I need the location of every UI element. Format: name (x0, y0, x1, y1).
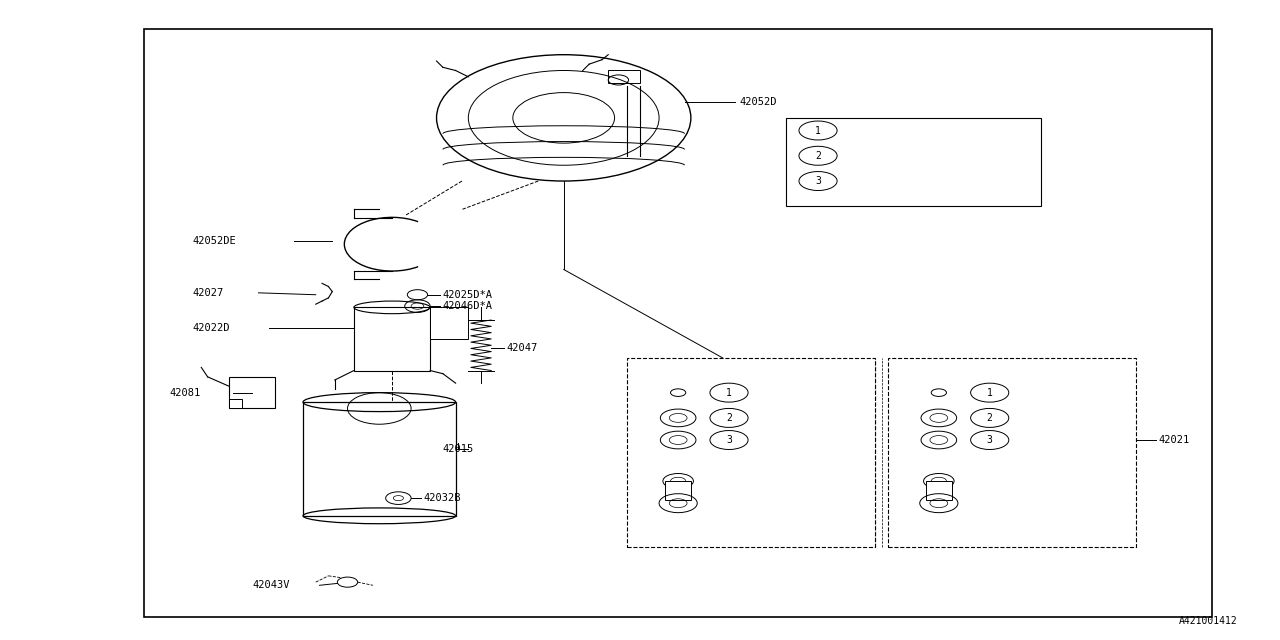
Text: 42021: 42021 (1158, 435, 1190, 445)
Bar (888, 358, 1135, 547)
Text: 42022D: 42022D (192, 323, 230, 333)
Text: 2: 2 (987, 413, 993, 423)
Text: 42043V: 42043V (252, 580, 289, 590)
Text: 42046D*A: 42046D*A (443, 301, 493, 311)
Text: 42025D*C: 42025D*C (850, 151, 900, 161)
Text: 42052D: 42052D (739, 97, 777, 107)
Bar (786, 118, 1041, 206)
Text: 3: 3 (726, 435, 732, 445)
Text: 1: 1 (726, 388, 732, 397)
Bar (627, 358, 876, 547)
Bar (353, 307, 430, 371)
Text: 2: 2 (726, 413, 732, 423)
Text: 42024: 42024 (710, 497, 741, 507)
Text: 42046D*B: 42046D*B (850, 176, 900, 186)
Text: 1: 1 (815, 125, 820, 136)
Bar (608, 70, 640, 83)
Text: 42081: 42081 (169, 388, 201, 397)
Bar (229, 399, 242, 408)
Text: 2: 2 (815, 151, 820, 161)
Text: ( -'14MY): ( -'14MY) (646, 527, 699, 536)
Bar (666, 481, 691, 500)
Text: 42025D*A: 42025D*A (443, 290, 493, 300)
Text: A421001412: A421001412 (1179, 616, 1238, 627)
Text: 42047: 42047 (507, 344, 538, 353)
Bar (145, 29, 1212, 617)
Bar (303, 402, 456, 516)
Bar (229, 377, 275, 408)
Text: 42052DE: 42052DE (192, 236, 236, 246)
Text: 42015: 42015 (443, 445, 474, 454)
Bar (927, 481, 951, 500)
Text: 42025D*B: 42025D*B (850, 125, 900, 136)
Text: ('15MY-   ): ('15MY- ) (895, 527, 959, 536)
Text: 3: 3 (815, 176, 820, 186)
Text: 42032B: 42032B (424, 493, 461, 503)
Bar (430, 307, 468, 339)
Text: 42027: 42027 (192, 288, 224, 298)
Text: 3: 3 (987, 435, 993, 445)
Text: 1: 1 (987, 388, 993, 397)
Text: 42024: 42024 (964, 497, 996, 507)
